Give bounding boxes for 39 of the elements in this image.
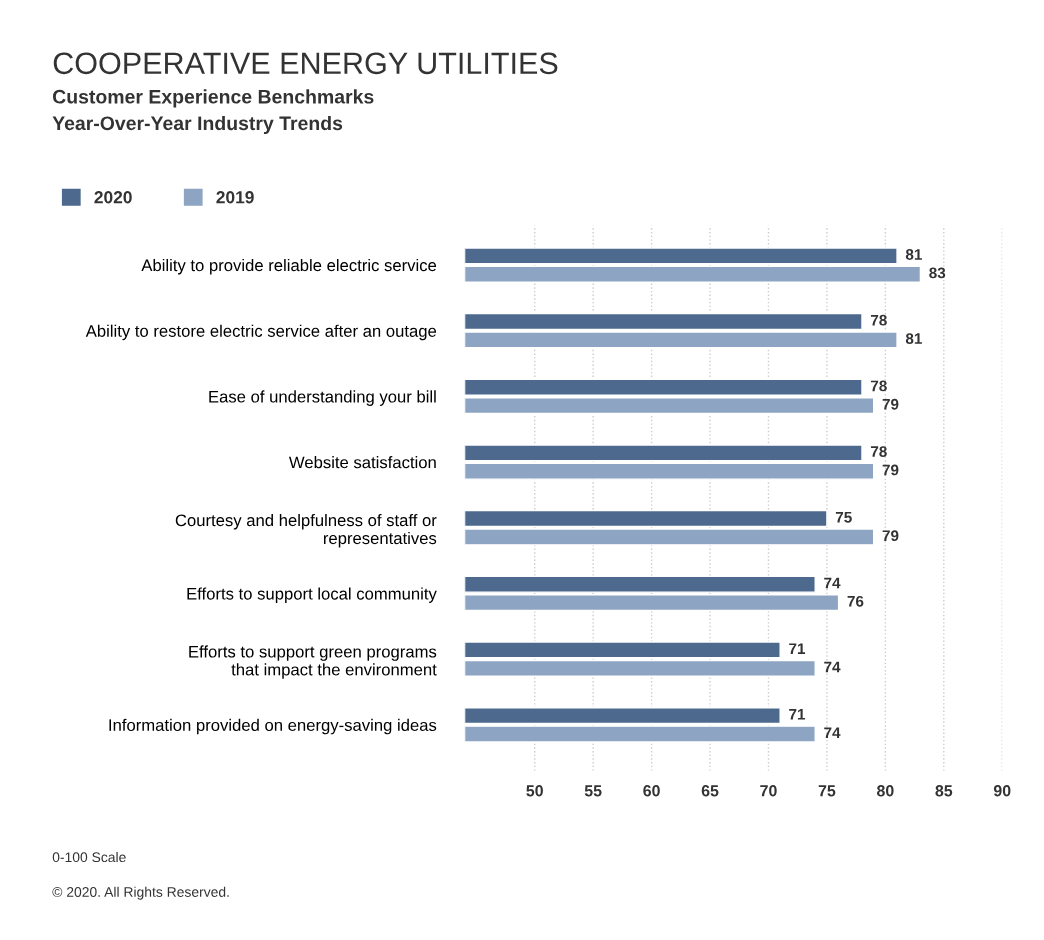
x-tick-label: 70: [760, 785, 777, 797]
x-tick-label: 60: [643, 785, 660, 797]
x-tick-label: 50: [526, 785, 543, 797]
data-label: 83: [929, 267, 946, 279]
y-tick-label: Information provided on energy-saving ideas: [109, 718, 437, 735]
data-label: 71: [789, 709, 806, 720]
x-tick-label: 65: [701, 785, 719, 797]
y-tick-label: Ability to provide reliable electric service: [141, 258, 437, 275]
data-label: 81: [905, 249, 922, 260]
x-tick-label: 55: [584, 785, 602, 797]
y-tick-label: Courtesy and helpfulness of staff or representatives: [175, 513, 437, 548]
data-label: 79: [882, 530, 899, 542]
data-label: 74: [824, 661, 841, 673]
text: © 2020. All Rights Reserved.: [52, 886, 229, 900]
legend-label: 2020: [94, 191, 132, 204]
data-label: 79: [882, 464, 899, 476]
data-label: 78: [870, 314, 887, 326]
data-label: 79: [882, 398, 899, 410]
data-label: 78: [870, 446, 887, 457]
data-label: 74: [824, 577, 841, 589]
data-label: 74: [824, 727, 841, 738]
data-label: 71: [789, 643, 806, 654]
text: 0-100 Scale: [52, 851, 126, 863]
x-tick-label: 80: [876, 785, 894, 797]
x-tick-label: 75: [818, 785, 836, 797]
data-label: 81: [905, 333, 922, 344]
data-label: 75: [835, 512, 852, 523]
data-label: 76: [847, 595, 864, 607]
x-tick-label: 85: [935, 785, 953, 797]
x-tick-label: 90: [993, 785, 1011, 797]
text: Customer Experience Benchmarks Year-Over-Year Industry Trends: [52, 89, 374, 135]
chart-title: COOPERATIVE ENERGY UTILITIES: [53, 52, 558, 75]
y-tick-label: Ease of understanding your bill: [209, 390, 436, 406]
y-tick-label: Website satisfaction: [288, 456, 436, 469]
y-tick-label: Efforts to support local community: [187, 587, 437, 603]
y-tick-label: Efforts to support green programs that impact the environment: [189, 645, 437, 679]
legend-label: 2019: [216, 191, 254, 204]
y-tick-label: Ability to restore electric service after an outage: [85, 324, 437, 341]
data-label: 78: [870, 380, 887, 392]
